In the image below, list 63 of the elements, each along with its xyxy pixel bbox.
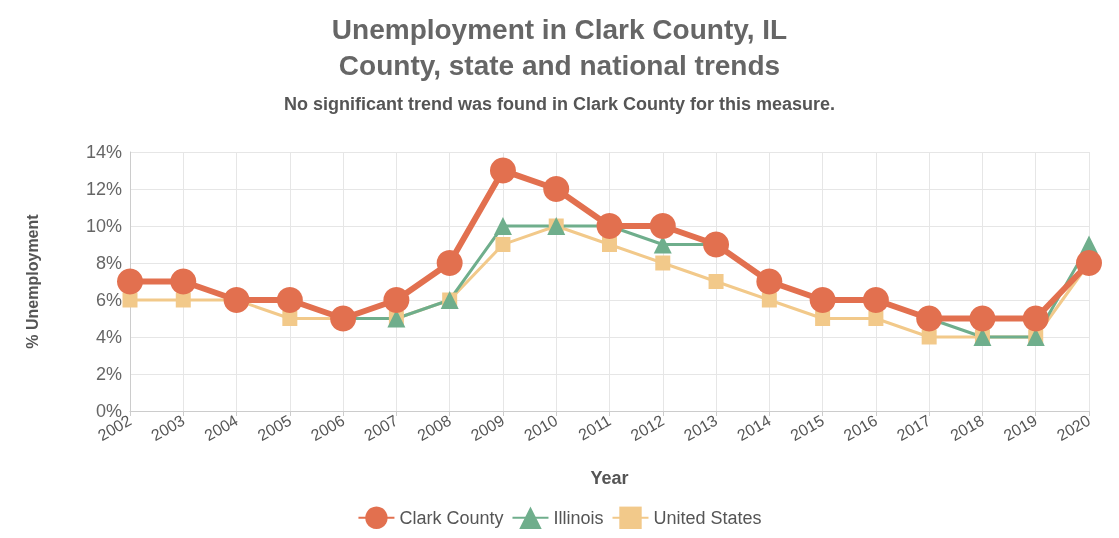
point [815, 311, 831, 326]
point [649, 213, 676, 239]
y-tick-label: 12% [85, 179, 122, 199]
point [761, 292, 777, 308]
x-tick-label: 2019 [1000, 411, 1041, 445]
point [493, 217, 512, 235]
point [921, 329, 937, 345]
point [916, 305, 943, 332]
y-tick-label: 10% [85, 216, 122, 236]
y-tick-label: 14% [85, 142, 122, 162]
x-tick-label: 2003 [148, 411, 188, 445]
point [655, 255, 671, 271]
legend-label: Illinois [553, 507, 604, 528]
y-axis-title: % Unemployment [23, 213, 41, 349]
y-tick-label: 4% [95, 327, 122, 347]
chart-subtitle: No significant trend was found in Clark County for this measure. [283, 94, 836, 114]
point [809, 287, 836, 313]
y-tick-label: 8% [95, 253, 122, 273]
point [756, 268, 783, 295]
x-tick-label: 2013 [681, 411, 721, 445]
point [596, 213, 623, 239]
x-tick-label: 2018 [947, 411, 987, 445]
x-tick-label: 2016 [840, 411, 881, 445]
point [122, 292, 138, 308]
point [282, 311, 298, 326]
point [330, 305, 357, 332]
legend-label: Clark County [399, 507, 504, 528]
x-tick-label: 2015 [787, 411, 827, 445]
point [489, 157, 516, 184]
point [170, 268, 197, 295]
point [117, 268, 143, 295]
point [862, 287, 889, 313]
point [969, 305, 996, 332]
y-tick-label: 2% [95, 364, 122, 384]
y-tick-label: 6% [95, 290, 122, 310]
chart-title: Unemployment in Clark County, IL County, state and national trends [331, 13, 788, 81]
point [543, 176, 570, 202]
point [1022, 305, 1049, 332]
point [708, 274, 724, 289]
point [223, 287, 250, 313]
x-tick-label: 2007 [361, 411, 401, 445]
x-tick-label: 2006 [308, 411, 348, 445]
x-tick-label: 2009 [467, 411, 508, 445]
point [383, 287, 410, 313]
x-tick-label: 2004 [201, 411, 241, 445]
point [436, 250, 463, 276]
x-tick-label: 2008 [414, 411, 455, 445]
point [602, 237, 617, 252]
point [276, 287, 303, 313]
x-tick-label: 2017 [894, 411, 934, 445]
x-tick-label: 2014 [734, 411, 774, 445]
x-axis-title: Year [590, 468, 629, 488]
point [1076, 250, 1102, 276]
point [868, 311, 884, 326]
x-tick-label: 2005 [254, 411, 295, 445]
legend-label: United States [653, 507, 762, 528]
point [495, 237, 511, 252]
x-tick-label: 2020 [1053, 411, 1094, 445]
x-tick-label: 2012 [627, 411, 668, 445]
x-tick-label: 2011 [575, 411, 614, 444]
point [175, 292, 191, 308]
point [703, 231, 730, 258]
x-tick-label: 2010 [521, 411, 561, 445]
